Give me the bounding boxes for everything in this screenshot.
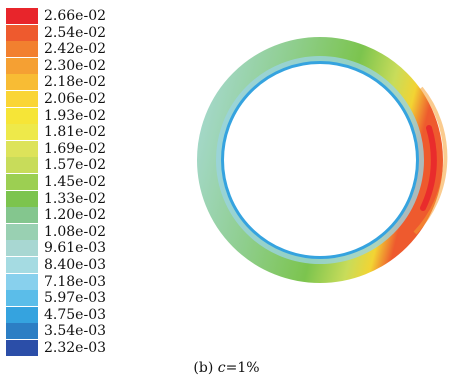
legend-swatch <box>6 140 38 157</box>
legend-swatch <box>6 24 38 41</box>
legend-label: 5.97e-03 <box>44 290 107 307</box>
legend-swatch <box>6 257 38 273</box>
legend-swatch <box>6 57 38 74</box>
caption-suffix: =1% <box>225 360 260 376</box>
legend-swatch <box>6 91 38 107</box>
legend-label: 1.69e-02 <box>44 140 107 157</box>
ring-warm-zone <box>413 86 448 235</box>
caption-prefix: (b) <box>193 360 218 376</box>
legend-label: 7.18e-03 <box>44 273 107 290</box>
legend-label: 1.08e-02 <box>44 223 107 240</box>
ring-contour-plot <box>197 37 448 283</box>
legend-label: 3.54e-03 <box>44 323 107 340</box>
legend-label: 1.45e-02 <box>44 174 107 190</box>
figure-caption: (b) c=1% <box>0 360 453 376</box>
ring-inner-band <box>216 56 424 264</box>
legend-swatch <box>6 240 38 257</box>
legend-swatch <box>6 290 38 307</box>
legend-swatch <box>6 8 38 24</box>
legend-label: 4.75e-03 <box>44 306 107 323</box>
legend-swatch <box>6 207 38 224</box>
legend-label: 2.06e-02 <box>44 91 107 107</box>
caption-variable: c <box>217 360 226 376</box>
legend-swatch <box>6 157 38 174</box>
legend-swatch <box>6 223 38 240</box>
ring-inner-edge <box>221 61 419 259</box>
legend-swatch <box>6 124 38 141</box>
legend-swatch <box>6 74 38 91</box>
legend-swatch <box>6 190 38 207</box>
legend-label: 1.20e-02 <box>44 207 107 224</box>
legend-swatch <box>6 306 38 323</box>
legend-label: 2.66e-02 <box>44 8 107 24</box>
legend-swatch <box>6 323 38 340</box>
legend-label: 1.81e-02 <box>44 124 107 141</box>
legend-label: 2.42e-02 <box>44 41 107 58</box>
legend-swatch <box>6 107 38 124</box>
ring-hotspot <box>420 125 437 211</box>
color-legend: 2.66e-02 2.54e-02 2.42e-02 2.30e-02 2.18e-02… <box>6 8 156 358</box>
legend-label: 8.40e-03 <box>44 257 107 273</box>
legend-label: 1.93e-02 <box>44 107 107 124</box>
legend-swatch <box>6 273 38 290</box>
legend-label: 1.57e-02 <box>44 157 107 174</box>
legend-label: 9.61e-03 <box>44 240 107 257</box>
legend-label: 2.30e-02 <box>44 57 107 74</box>
legend-swatch <box>6 340 38 356</box>
legend-swatch <box>6 174 38 190</box>
legend-label: 2.54e-02 <box>44 24 107 41</box>
legend-swatch <box>6 41 38 58</box>
legend-label: 2.18e-02 <box>44 74 107 91</box>
legend-label: 1.33e-02 <box>44 190 107 207</box>
ring-outer-band <box>197 37 443 283</box>
legend-label: 2.32e-03 <box>44 340 107 356</box>
